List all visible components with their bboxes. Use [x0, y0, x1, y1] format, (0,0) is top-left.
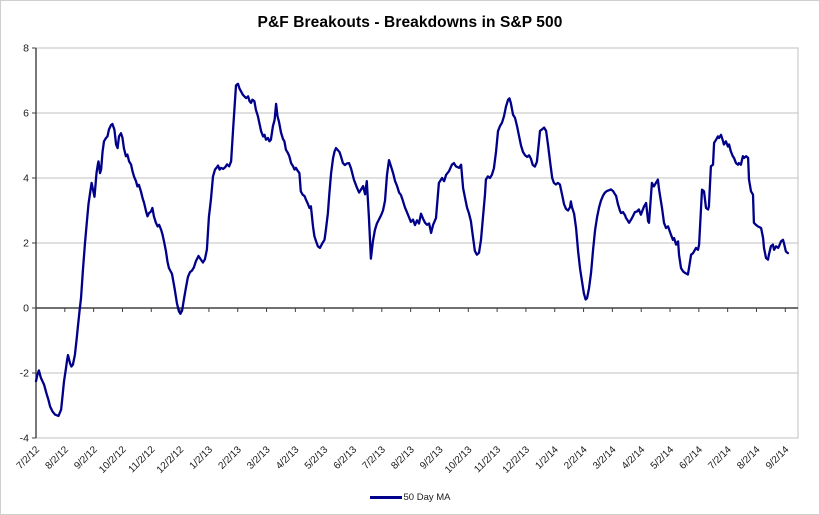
svg-text:2: 2 [23, 238, 29, 250]
svg-text:7/2/13: 7/2/13 [361, 444, 389, 472]
svg-text:1/2/14: 1/2/14 [533, 444, 561, 472]
svg-text:6/2/13: 6/2/13 [332, 444, 360, 472]
svg-text:7/2/12: 7/2/12 [15, 444, 43, 472]
svg-text:8/2/14: 8/2/14 [735, 444, 763, 472]
svg-text:4/2/14: 4/2/14 [620, 444, 648, 472]
svg-text:0: 0 [23, 303, 29, 315]
svg-text:-4: -4 [20, 433, 29, 445]
svg-text:6/2/14: 6/2/14 [678, 444, 706, 472]
svg-text:1/2/13: 1/2/13 [188, 444, 216, 472]
svg-text:5/2/13: 5/2/13 [303, 444, 331, 472]
svg-text:10/2/13: 10/2/13 [443, 444, 475, 476]
svg-text:10/2/12: 10/2/12 [97, 444, 129, 476]
svg-text:12/2/12: 12/2/12 [155, 444, 187, 476]
svg-text:-2: -2 [20, 368, 29, 380]
svg-text:9/2/13: 9/2/13 [418, 444, 446, 472]
svg-text:4/2/13: 4/2/13 [274, 444, 302, 472]
svg-text:8/2/12: 8/2/12 [43, 444, 71, 472]
svg-text:2/2/13: 2/2/13 [216, 444, 244, 472]
svg-text:4: 4 [23, 173, 29, 185]
chart-title: P&F Breakouts - Breakdowns in S&P 500 [257, 14, 563, 31]
svg-text:9/2/14: 9/2/14 [764, 444, 792, 472]
svg-text:7/2/14: 7/2/14 [706, 444, 734, 472]
svg-text:11/2/12: 11/2/12 [127, 444, 158, 475]
svg-text:3/2/14: 3/2/14 [591, 444, 619, 472]
svg-text:6: 6 [23, 108, 29, 120]
svg-text:3/2/13: 3/2/13 [245, 444, 273, 472]
svg-text:2/2/14: 2/2/14 [562, 444, 590, 472]
svg-text:8: 8 [23, 43, 29, 55]
svg-text:12/2/13: 12/2/13 [501, 444, 533, 476]
svg-text:9/2/12: 9/2/12 [72, 444, 100, 472]
svg-text:5/2/14: 5/2/14 [649, 444, 677, 472]
legend-label: 50 Day MA [403, 492, 451, 503]
svg-text:8/2/13: 8/2/13 [389, 444, 417, 472]
legend-line-sample [369, 496, 402, 499]
svg-text:11/2/13: 11/2/13 [472, 444, 503, 475]
legend: 50 Day MA [1, 492, 819, 503]
